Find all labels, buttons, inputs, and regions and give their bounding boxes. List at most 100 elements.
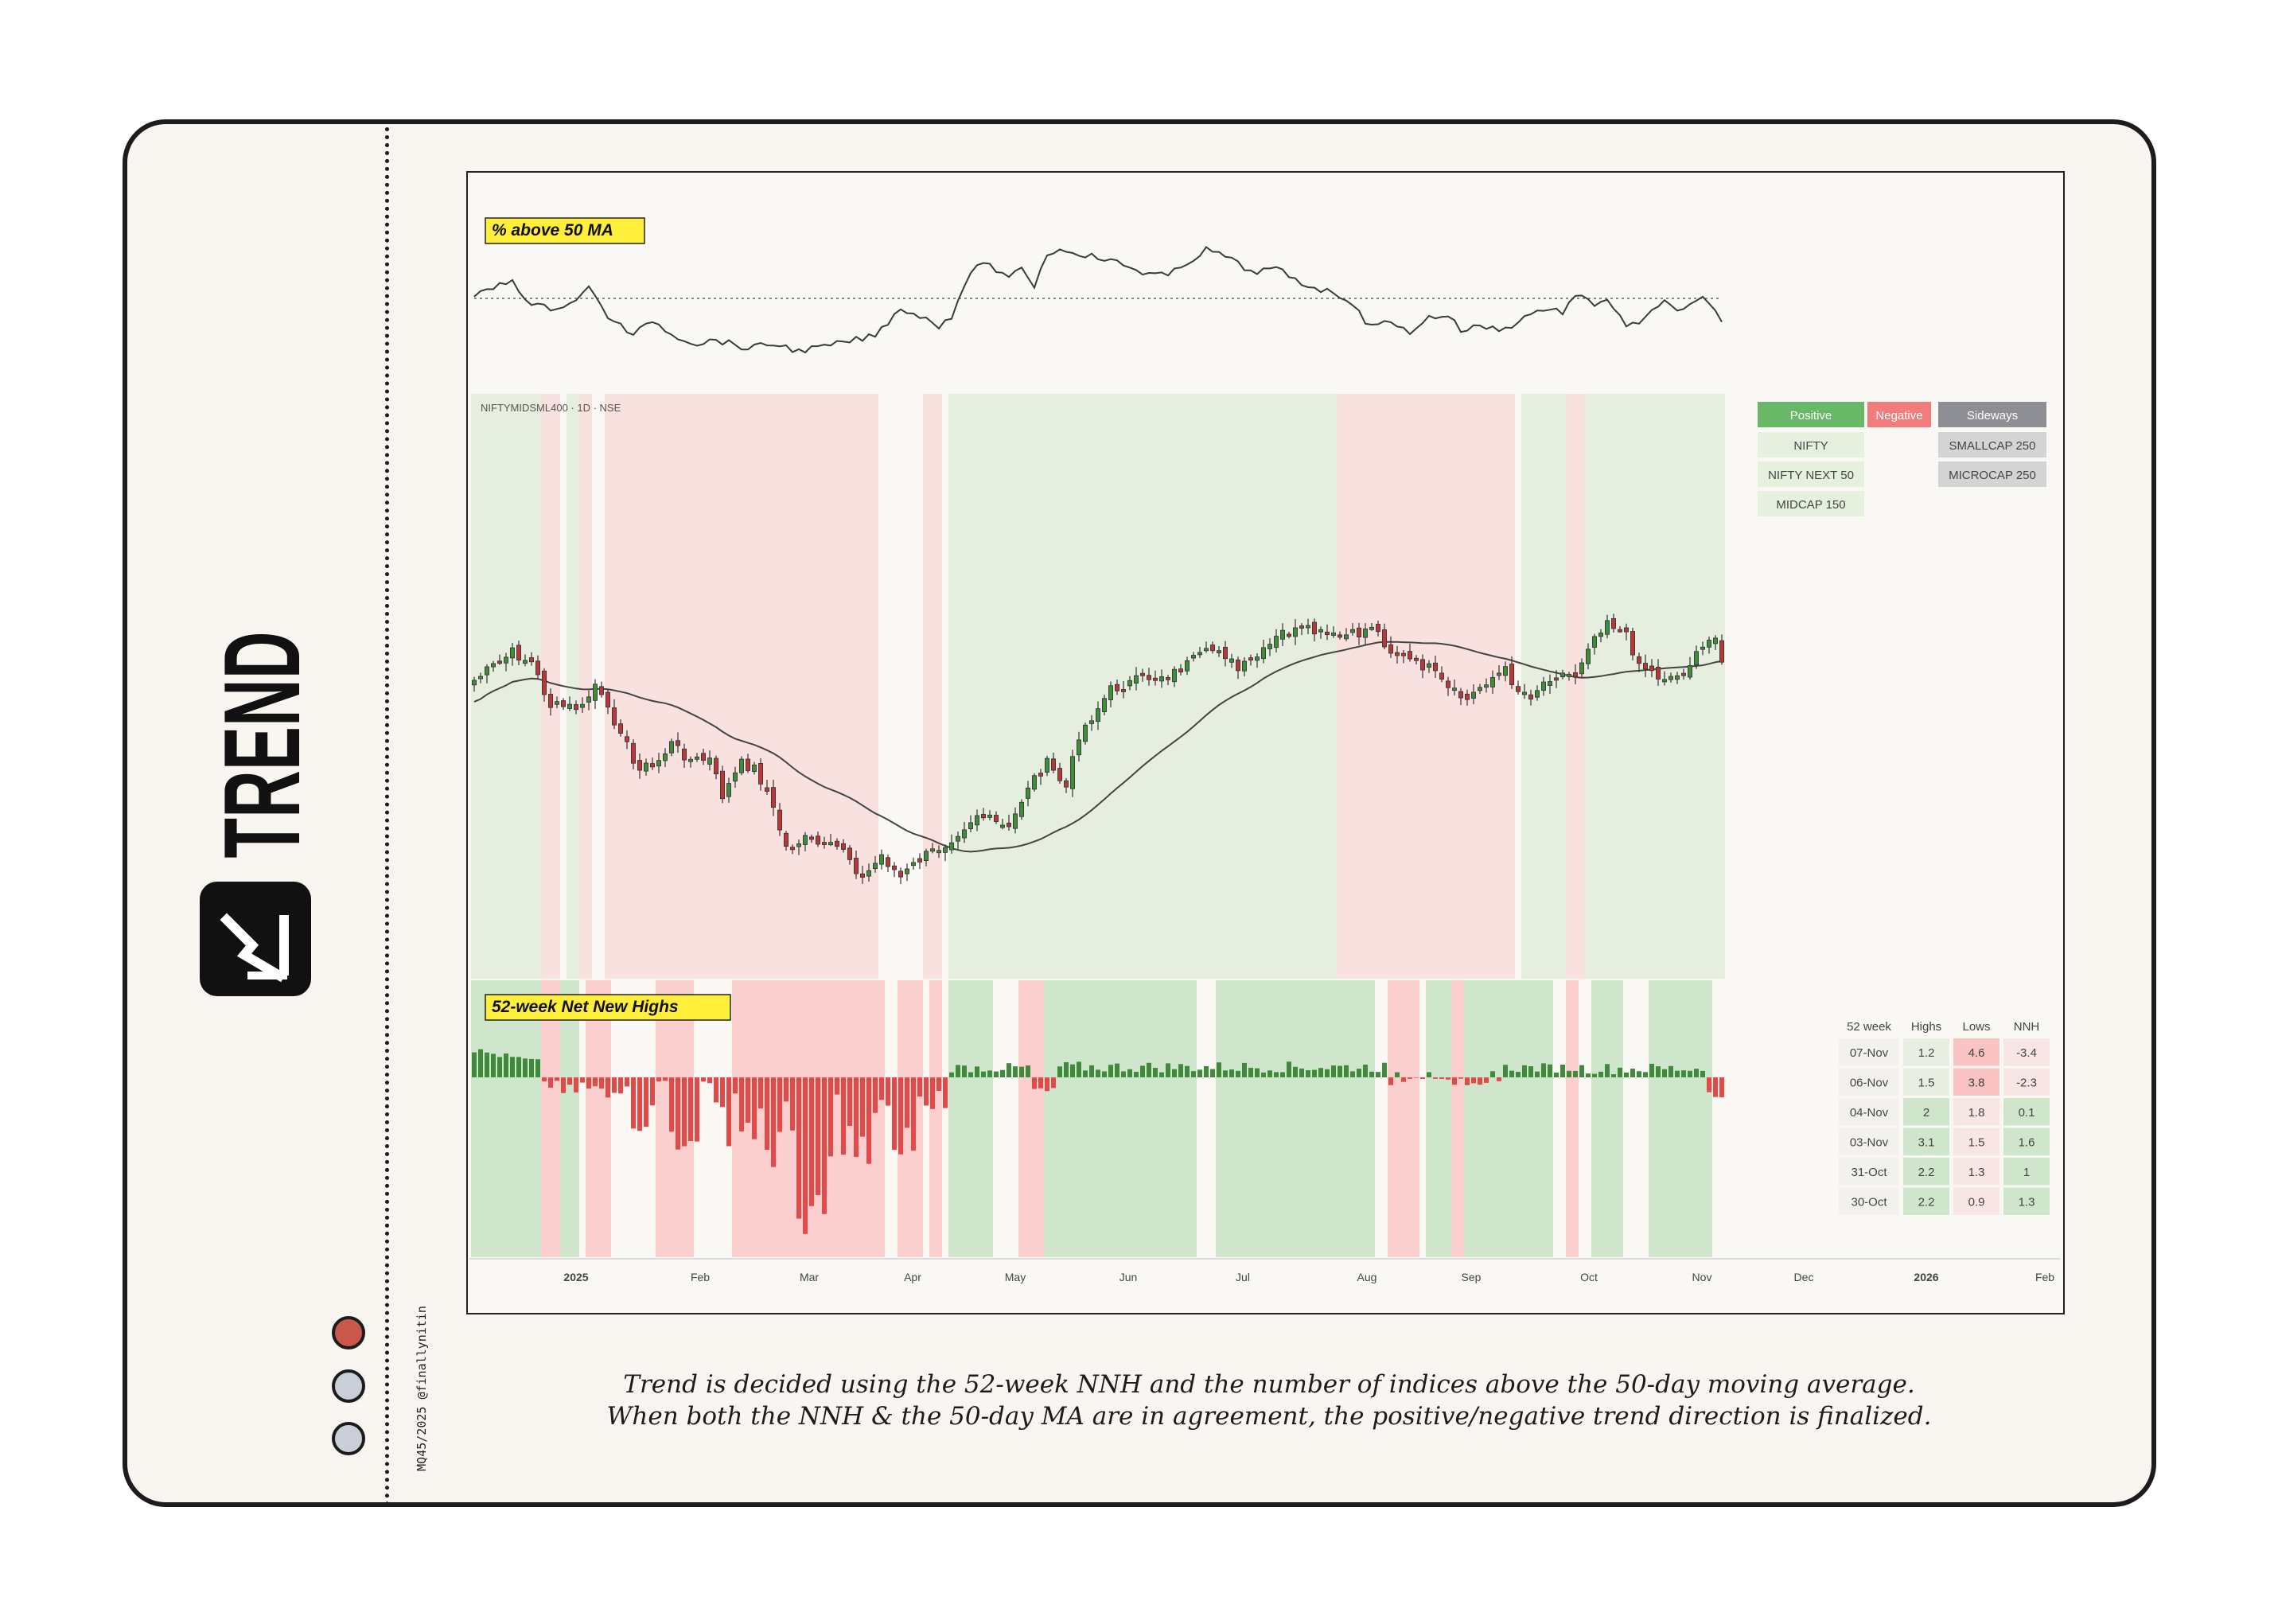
trend-regime-band: [471, 394, 541, 979]
candle: [968, 815, 974, 833]
nnh-table-cell-bg: [1953, 1187, 1999, 1215]
candle-body: [840, 843, 846, 850]
nnh-bar: [1147, 1062, 1151, 1077]
candle: [987, 810, 993, 820]
nnh-bar: [1503, 1065, 1508, 1077]
nnh-bar: [1363, 1064, 1368, 1077]
nnh-table-cell-bg: [1839, 1158, 1899, 1186]
candle: [1458, 687, 1464, 706]
candle-body: [1719, 640, 1725, 663]
candle-body: [1197, 652, 1203, 656]
candle: [1592, 633, 1598, 655]
candle-body: [694, 756, 699, 760]
nnh-bar: [930, 1077, 935, 1109]
candle: [605, 688, 610, 715]
candle-body: [1077, 739, 1082, 756]
nnh-bar: [936, 1077, 941, 1091]
candle: [886, 854, 891, 873]
nnh-regime-band: [1044, 980, 1197, 1257]
candle: [630, 739, 636, 769]
candle-body: [1344, 634, 1349, 640]
candle-body: [1611, 617, 1617, 629]
candle: [1057, 762, 1063, 784]
nnh-bar: [860, 1077, 865, 1137]
logo: [200, 882, 311, 996]
legend-header-negative: Negative: [1875, 409, 1922, 423]
nnh-bar: [1497, 1077, 1501, 1081]
candle: [924, 848, 929, 867]
candle: [1070, 750, 1076, 797]
nnh-bar: [828, 1077, 833, 1157]
candle: [1573, 664, 1579, 684]
x-tick-label: 2026: [1914, 1271, 1938, 1283]
candle-body: [605, 691, 610, 708]
candle: [949, 834, 955, 854]
candle-body: [726, 783, 731, 797]
candle: [866, 863, 871, 882]
nnh-bar: [898, 1077, 903, 1155]
candle: [1713, 635, 1719, 650]
candle-body: [981, 814, 987, 819]
legend-sideways-item: MICROCAP 250: [1949, 469, 2036, 482]
nnh-bar: [1369, 1071, 1374, 1077]
candle: [1401, 649, 1407, 664]
candle: [1134, 667, 1139, 691]
candle: [1204, 641, 1209, 653]
nnh-regime-band: [586, 980, 611, 1257]
nnh-bar: [612, 1077, 617, 1093]
candle: [1178, 664, 1184, 676]
candle-body: [1586, 648, 1591, 664]
nnh-bar: [586, 1077, 591, 1089]
nnh-bar: [1000, 1069, 1005, 1077]
nnh-regime-band: [948, 980, 993, 1257]
candle: [1624, 623, 1630, 641]
candle: [1452, 680, 1458, 696]
candle: [1274, 629, 1279, 652]
nnh-bar: [1598, 1071, 1603, 1077]
candle-body: [1147, 675, 1152, 680]
nnh-bar: [1662, 1069, 1667, 1077]
nnh-bar: [1248, 1067, 1253, 1077]
candle: [1649, 659, 1655, 678]
nnh-bar: [1560, 1064, 1565, 1077]
candle-body: [879, 854, 885, 865]
candle-body: [1408, 651, 1413, 660]
nnh-bar: [1197, 1069, 1202, 1077]
nnh-regime-band: [1018, 980, 1044, 1257]
trend-regime-band: [923, 394, 942, 979]
candle-body: [1376, 624, 1381, 633]
nnh-bar: [1210, 1069, 1215, 1077]
candle: [1630, 628, 1636, 660]
nnh-bar: [1675, 1070, 1680, 1077]
candle-body: [1331, 633, 1337, 636]
candle: [898, 867, 904, 884]
nnh-bar: [625, 1077, 629, 1087]
nnh-bar: [1267, 1070, 1272, 1077]
candle: [713, 755, 718, 780]
candle-body: [1280, 629, 1286, 640]
candle-body: [1598, 633, 1604, 637]
nnh-bar: [1535, 1071, 1540, 1077]
candle-body: [579, 703, 585, 708]
legend-header-bg: [1938, 402, 2046, 427]
candle: [1503, 661, 1509, 682]
candle: [1306, 618, 1311, 634]
nnh-table-cell: 04-Nov: [1850, 1106, 1889, 1120]
candle: [1102, 694, 1108, 715]
nnh-bar: [1255, 1068, 1260, 1077]
nnh-bar: [1522, 1065, 1527, 1077]
nnh-table-cell: 2.2: [1918, 1166, 1935, 1179]
nnh-table-cell-bg: [2003, 1038, 2050, 1066]
candle-body: [764, 787, 769, 792]
candle: [592, 679, 598, 709]
nnh-table-cell: 1.5: [1918, 1077, 1935, 1090]
x-tick-label: Aug: [1357, 1271, 1377, 1283]
nnh-bar: [1140, 1065, 1145, 1077]
nnh-bar: [1236, 1070, 1240, 1077]
nnh-bar: [485, 1052, 489, 1077]
candle: [579, 697, 585, 714]
nnh-bar: [790, 1077, 795, 1131]
nnh-bar: [1656, 1066, 1661, 1077]
candle-body: [1325, 631, 1330, 636]
x-tick-label: Feb: [691, 1271, 710, 1283]
